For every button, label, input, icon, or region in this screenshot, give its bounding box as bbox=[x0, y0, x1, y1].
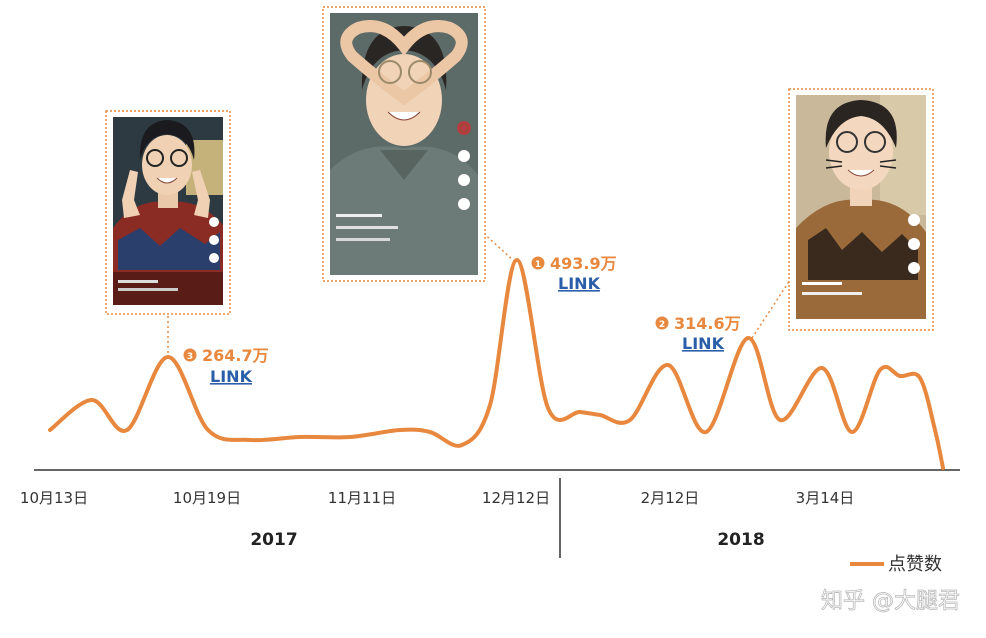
photo-whisker bbox=[825, 159, 843, 163]
photo-glasses-left bbox=[146, 149, 164, 167]
comment-icon bbox=[458, 174, 470, 186]
photo-collar bbox=[380, 150, 428, 180]
photo-smile bbox=[156, 177, 178, 184]
photo-whisker bbox=[879, 159, 897, 163]
photo-heart-hands bbox=[340, 20, 468, 106]
x-tick-label: 11月11日 bbox=[328, 489, 396, 507]
photo-hand-left bbox=[122, 170, 140, 218]
photo-neck bbox=[850, 186, 872, 206]
year-label-2017: 2017 bbox=[250, 530, 297, 550]
rank-badge-3 bbox=[183, 348, 197, 362]
x-tick-label: 12月12日 bbox=[482, 489, 550, 507]
photo-smile bbox=[847, 169, 875, 177]
comment-icon bbox=[209, 235, 219, 245]
leader-line-3 bbox=[751, 279, 791, 339]
series-line-likes bbox=[48, 257, 945, 470]
photo-glasses-left bbox=[378, 60, 402, 84]
photo-glasses-right bbox=[170, 149, 188, 167]
photo-smile bbox=[387, 111, 421, 121]
video-thumbnail-3[interactable] bbox=[788, 88, 934, 331]
photo-caption-line bbox=[336, 214, 382, 217]
x-tick-label: 2月12日 bbox=[641, 489, 700, 507]
heart-icon bbox=[209, 217, 219, 227]
video-thumbnail-1[interactable] bbox=[105, 110, 231, 315]
photo-caption-line bbox=[336, 226, 398, 229]
rank-badge-2 bbox=[655, 316, 669, 330]
share-icon bbox=[908, 262, 920, 274]
photo-caption-line bbox=[118, 280, 158, 283]
heart-icon bbox=[908, 214, 920, 226]
comment-icon bbox=[908, 238, 920, 250]
photo-tiger-pattern bbox=[808, 228, 918, 280]
peak-link-1[interactable]: LINK bbox=[210, 367, 253, 386]
photo-glasses-right bbox=[864, 131, 886, 153]
photo-whisker bbox=[825, 165, 843, 169]
rank-badge-1 bbox=[531, 256, 545, 270]
rank-number-1: 1 bbox=[535, 260, 541, 270]
x-tick-label: 10月13日 bbox=[20, 489, 88, 507]
photo-caption-line bbox=[336, 238, 390, 241]
x-tick-label: 10月19日 bbox=[173, 489, 241, 507]
photo-body-pattern bbox=[118, 228, 220, 270]
photo-caption-line bbox=[118, 288, 178, 291]
x-tick-label: 3月14日 bbox=[796, 489, 855, 507]
photo-body bbox=[330, 146, 478, 275]
peak-value-1: 264.7万 bbox=[202, 346, 269, 365]
rank-number-3: 3 bbox=[187, 352, 193, 362]
watermark: 知乎 @大腿君 bbox=[821, 589, 960, 614]
photo-glasses-right bbox=[408, 60, 432, 84]
photo-whisker bbox=[879, 165, 897, 169]
avatar bbox=[457, 121, 471, 135]
photo-hair bbox=[825, 100, 897, 148]
share-icon bbox=[458, 198, 470, 210]
peak-value-3: 314.6万 bbox=[674, 314, 741, 333]
video-thumbnail-2[interactable] bbox=[322, 6, 486, 282]
photo-caption-line bbox=[802, 292, 862, 295]
photo-glasses-left bbox=[836, 131, 858, 153]
rank-number-2: 2 bbox=[659, 320, 665, 330]
peak-link-3[interactable]: LINK bbox=[682, 334, 725, 353]
share-icon bbox=[209, 253, 219, 263]
photo-neck bbox=[158, 192, 178, 208]
photo-caption-line bbox=[802, 282, 842, 285]
legend-label: 点赞数 bbox=[888, 554, 942, 575]
peak-link-2[interactable]: LINK bbox=[558, 274, 601, 293]
photo-hand-right bbox=[192, 170, 210, 218]
year-label-2018: 2018 bbox=[717, 530, 764, 550]
heart-icon bbox=[458, 150, 470, 162]
peak-value-2: 493.9万 bbox=[550, 254, 617, 273]
photo-hair bbox=[361, 26, 447, 90]
photo-hair bbox=[139, 120, 195, 160]
